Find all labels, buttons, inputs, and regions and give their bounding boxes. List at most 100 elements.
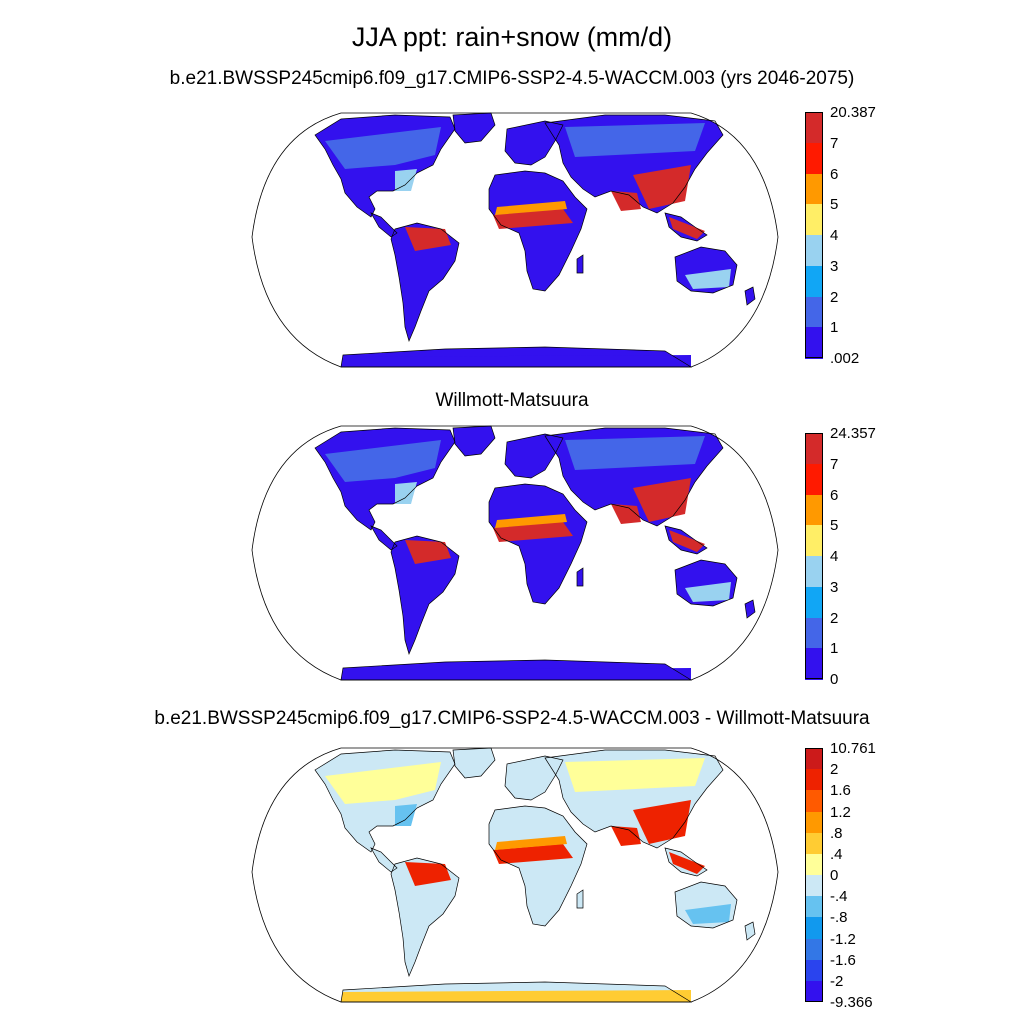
zone-siberia	[565, 758, 705, 792]
zone-amazon	[405, 540, 451, 564]
colorbar-swatch	[805, 917, 823, 939]
colorbar-swatch	[805, 173, 823, 205]
zone-amazon	[405, 862, 451, 886]
land-south-america	[391, 536, 459, 654]
coastline-north-america	[314, 427, 456, 531]
coastline-africa	[488, 805, 588, 927]
coastline-central-america	[370, 847, 398, 873]
coastline-new-zealand	[744, 286, 756, 306]
colorbar-tick-label: -.4	[830, 888, 848, 906]
colorbar-swatch	[805, 896, 823, 918]
colorbar-swatch	[805, 617, 823, 649]
zone-maritime	[669, 217, 705, 239]
land-africa	[489, 171, 587, 291]
colorbar-tick-label: 10.761	[830, 740, 876, 757]
colorbar-swatch	[805, 586, 823, 618]
coastline-new-zealand	[744, 599, 756, 619]
colorbar-tick-label: 4	[830, 227, 839, 244]
land-central-america	[371, 526, 397, 550]
zone-sahel-edge	[495, 836, 567, 850]
land-central-america	[371, 213, 397, 237]
colorbar-tick-label: 1.2	[830, 803, 851, 821]
colorbar-3	[805, 748, 823, 1003]
zone-eastern-us	[395, 482, 417, 504]
colorbar-tick-label: 6	[830, 486, 839, 504]
colorbar-swatch	[805, 296, 823, 328]
coastline-australia	[674, 559, 738, 607]
colorbar-1	[805, 112, 823, 359]
map-land-layer	[315, 113, 755, 367]
coastline-africa	[488, 170, 588, 292]
colorbar-tick-label: 0	[830, 671, 839, 688]
colorbar-tick-label: 20.387	[830, 104, 876, 121]
zone-boreal-north-america	[325, 127, 441, 169]
land-africa	[489, 484, 587, 604]
colorbar-swatch	[805, 748, 823, 770]
zone-australia-south	[685, 904, 731, 924]
colorbar-swatch	[805, 463, 823, 495]
colorbar-tick-label: 6	[830, 165, 839, 183]
colorbar-swatch	[805, 832, 823, 855]
colorbar-tick-label: 7	[830, 134, 839, 152]
zone-sahel	[493, 209, 573, 229]
colorbar-swatch	[805, 811, 823, 834]
zone-eastern-us	[395, 804, 417, 826]
map-border	[251, 747, 779, 1003]
coastline-asia	[544, 749, 724, 849]
precipitation-map-difference	[251, 747, 779, 1003]
coastline-north-america	[314, 114, 456, 218]
colorbar-tick-label: 2	[830, 288, 839, 306]
colorbar-tick-label: 2	[830, 761, 839, 779]
coastline-madagascar	[576, 254, 584, 274]
coastline-madagascar	[576, 889, 584, 909]
map-border	[251, 112, 779, 368]
land-madagascar	[577, 568, 583, 586]
colorbar-tick-label: 5	[830, 196, 839, 214]
colorbar-swatch	[805, 142, 823, 174]
zone-antarctica	[341, 355, 691, 367]
zone-india	[611, 191, 641, 211]
land-greenland	[453, 426, 495, 456]
land-madagascar	[577, 890, 583, 908]
colorbar-swatch	[805, 769, 823, 791]
colorbar-tick-label: -9.366	[830, 994, 873, 1011]
zone-eastern-us	[395, 169, 417, 191]
colorbar-tick-label: .002	[830, 350, 860, 367]
colorbar-tick-label: 3	[830, 257, 839, 275]
land-south-america	[391, 858, 459, 976]
zone-boreal-north-america	[325, 762, 441, 804]
zone-sahel-edge	[495, 514, 567, 528]
coastline-asia	[544, 427, 724, 527]
coastline-south-america	[390, 857, 460, 978]
colorbar-tick-label: 1	[830, 640, 839, 658]
colorbar-swatch	[805, 265, 823, 297]
colorbar-swatch	[805, 112, 823, 144]
colorbar-tick-label: 1	[830, 319, 839, 337]
land-europe	[505, 434, 563, 478]
zone-sahel	[493, 844, 573, 864]
zone-india	[611, 826, 641, 846]
colorbar-swatch	[805, 980, 823, 1003]
land-south-america	[391, 223, 459, 341]
coastline-south-america	[390, 222, 460, 343]
zone-india	[611, 504, 641, 524]
land-greenland	[453, 748, 495, 778]
colorbar-swatch	[805, 875, 823, 897]
colorbar-tick-label: -.8	[830, 909, 848, 927]
coastline-central-america	[370, 525, 398, 551]
colorbar-swatch	[805, 494, 823, 526]
colorbar-tick-label: -2	[830, 972, 844, 990]
coastline-north-america	[314, 749, 456, 853]
precipitation-map-model	[251, 112, 779, 368]
colorbar-tick-label: 5	[830, 517, 839, 535]
land-europe	[505, 121, 563, 165]
colorbar-tick-label: 0	[830, 867, 839, 884]
colorbar-tick-label: .4	[830, 845, 843, 863]
coastline-australia	[674, 881, 738, 929]
coastline-central-america	[370, 212, 398, 238]
precipitation-map-observations	[251, 425, 779, 681]
zone-australia-south	[685, 582, 731, 602]
colorbar-swatch	[805, 327, 823, 359]
colorbar-swatch	[805, 433, 823, 465]
coastline-asia	[544, 114, 724, 214]
